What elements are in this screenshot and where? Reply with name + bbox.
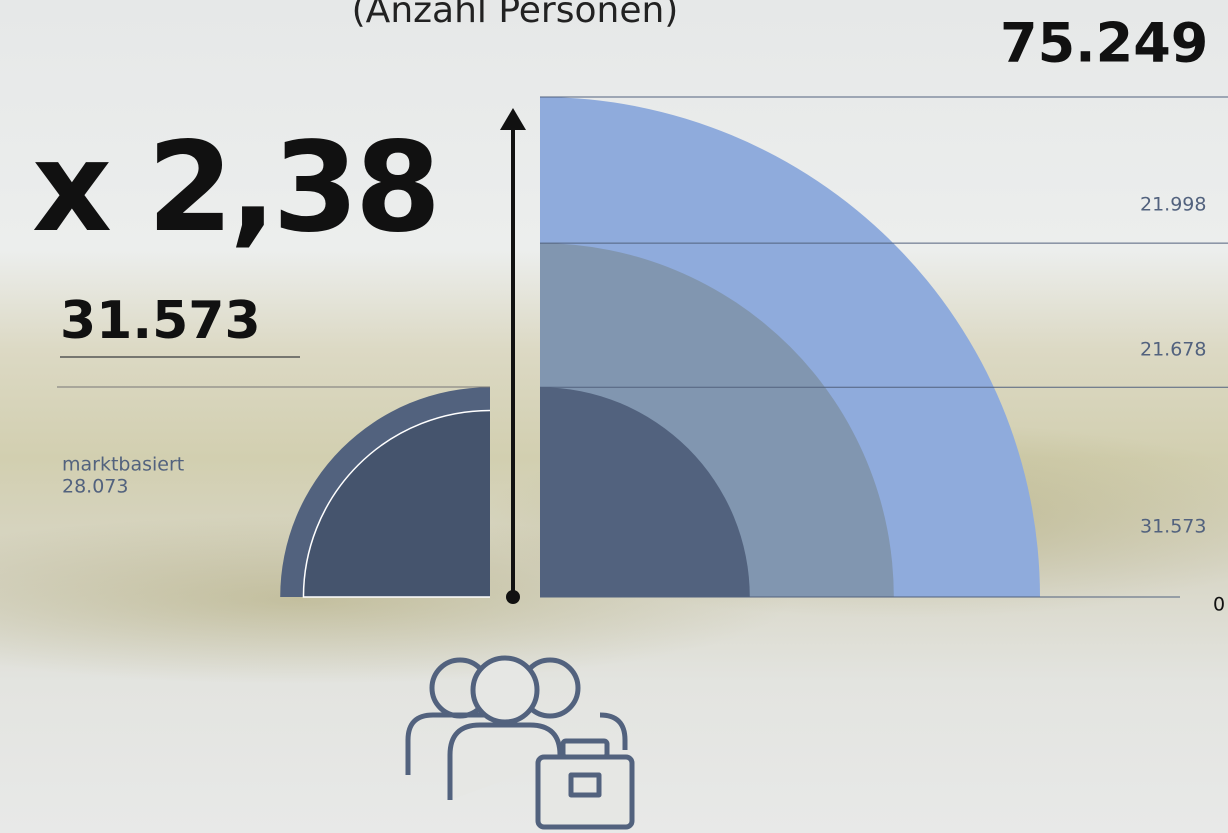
- comparison-label: 31.573: [60, 291, 261, 351]
- arrow-dot: [506, 590, 520, 604]
- chart-title: (Anzahl Personen): [352, 0, 679, 31]
- page: (Anzahl Personen) 75.249 x 2,38 31.573 m…: [0, 0, 1228, 833]
- tick-label: 0: [1213, 594, 1225, 616]
- people-icon: [408, 658, 632, 827]
- value-label: 21.998: [1140, 194, 1206, 216]
- value-label: 31.573: [1140, 516, 1206, 538]
- sub-label: 28.073: [62, 476, 128, 498]
- sub-arc: [303, 410, 490, 597]
- factor-label: x 2,38: [32, 116, 437, 260]
- value-label: 21.678: [1140, 339, 1206, 361]
- chart: (Anzahl Personen) 75.249 x 2,38 31.573 m…: [0, 0, 1228, 833]
- sub-name: marktbasiert: [62, 454, 184, 476]
- arrow-head: [500, 108, 526, 130]
- total-label: 75.249: [1000, 12, 1208, 75]
